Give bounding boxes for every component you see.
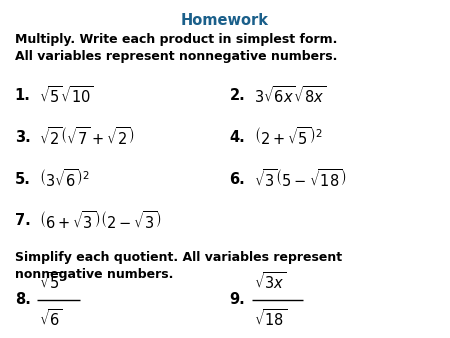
Text: 4.: 4.	[230, 130, 245, 145]
Text: 1.: 1.	[15, 88, 31, 103]
Text: $\sqrt{3}\left(5-\sqrt{18}\right)$: $\sqrt{3}\left(5-\sqrt{18}\right)$	[254, 169, 346, 190]
Text: Simplify each quotient. All variables represent
nonnegative numbers.: Simplify each quotient. All variables re…	[15, 251, 342, 281]
Text: 6.: 6.	[230, 172, 245, 187]
Text: 7.: 7.	[15, 214, 31, 228]
Text: 8.: 8.	[15, 292, 31, 307]
Text: $\sqrt{5}\sqrt{10}$: $\sqrt{5}\sqrt{10}$	[40, 85, 94, 106]
Text: $\left(3\sqrt{6}\right)^{2}$: $\left(3\sqrt{6}\right)^{2}$	[40, 169, 90, 190]
Text: $\sqrt{18}$: $\sqrt{18}$	[254, 308, 287, 329]
Text: $3\sqrt{6x}\sqrt{8x}$: $3\sqrt{6x}\sqrt{8x}$	[254, 85, 326, 106]
Text: $\left(2+\sqrt{5}\right)^{2}$: $\left(2+\sqrt{5}\right)^{2}$	[254, 127, 323, 148]
Text: $\left(6+\sqrt{3}\right)\left(2-\sqrt{3}\right)$: $\left(6+\sqrt{3}\right)\left(2-\sqrt{3}…	[40, 211, 162, 232]
Text: 3.: 3.	[15, 130, 31, 145]
Text: Homework: Homework	[181, 13, 269, 28]
Text: $\sqrt{6}$: $\sqrt{6}$	[40, 308, 63, 329]
Text: Multiply. Write each product in simplest form.
All variables represent nonnegati: Multiply. Write each product in simplest…	[15, 33, 337, 63]
Text: 5.: 5.	[15, 172, 31, 187]
Text: 2.: 2.	[230, 88, 245, 103]
Text: $\sqrt{3x}$: $\sqrt{3x}$	[254, 271, 287, 292]
Text: $\sqrt{5}$: $\sqrt{5}$	[40, 271, 63, 292]
Text: $\sqrt{2}\left(\sqrt{7}+\sqrt{2}\right)$: $\sqrt{2}\left(\sqrt{7}+\sqrt{2}\right)$	[40, 127, 135, 148]
Text: 9.: 9.	[230, 292, 245, 307]
